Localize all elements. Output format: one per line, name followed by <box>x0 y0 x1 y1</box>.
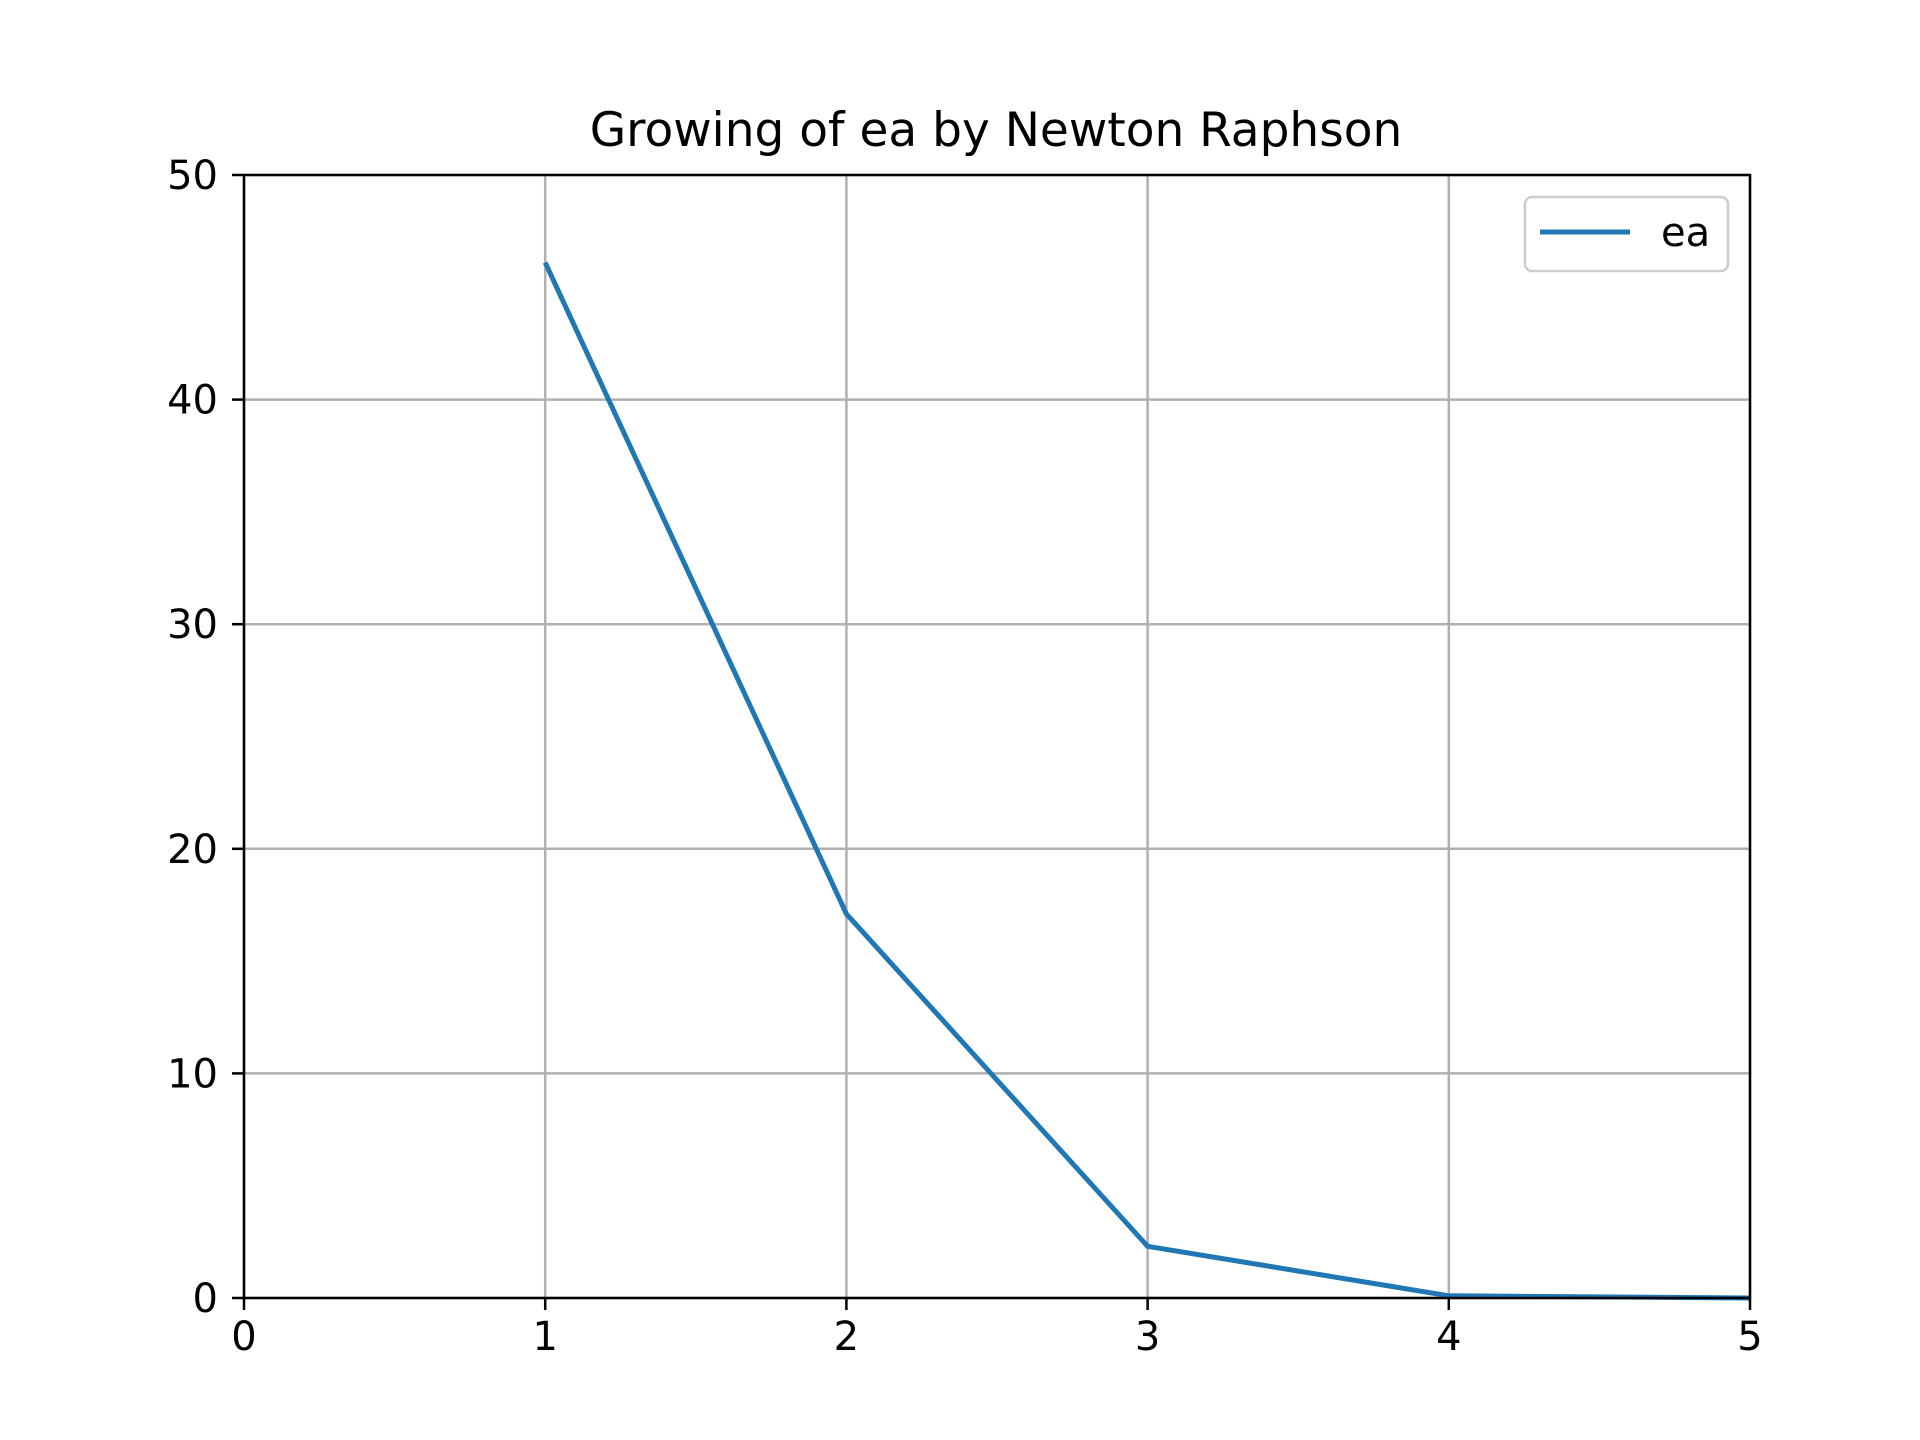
grid <box>242 173 1752 1300</box>
legend: ea <box>1523 195 1730 273</box>
y-tick-label-0: 0 <box>193 1276 218 1322</box>
x-tick-label-2: 2 <box>834 1314 859 1360</box>
y-tick-label-50: 50 <box>167 153 218 199</box>
plot-area <box>244 175 1750 1298</box>
x-tick-label-3: 3 <box>1135 1314 1160 1360</box>
series-layer <box>542 261 1751 1301</box>
legend-label-ea: ea <box>1661 210 1710 256</box>
series-line-ea <box>542 261 1751 1301</box>
y-tick-label-10: 10 <box>167 1051 218 1097</box>
x-tick-label-5: 5 <box>1737 1314 1762 1360</box>
chart-title: Growing of ea by Newton Raphson <box>590 103 1403 158</box>
y-tick-label-20: 20 <box>167 827 218 873</box>
y-tick-label-40: 40 <box>167 378 218 424</box>
x-tick-label-4: 4 <box>1436 1314 1461 1360</box>
plot-frame <box>242 173 1752 1300</box>
y-tick-label-30: 30 <box>167 602 218 648</box>
x-tick-label-1: 1 <box>532 1314 557 1360</box>
x-tick-label-0: 0 <box>231 1314 256 1360</box>
